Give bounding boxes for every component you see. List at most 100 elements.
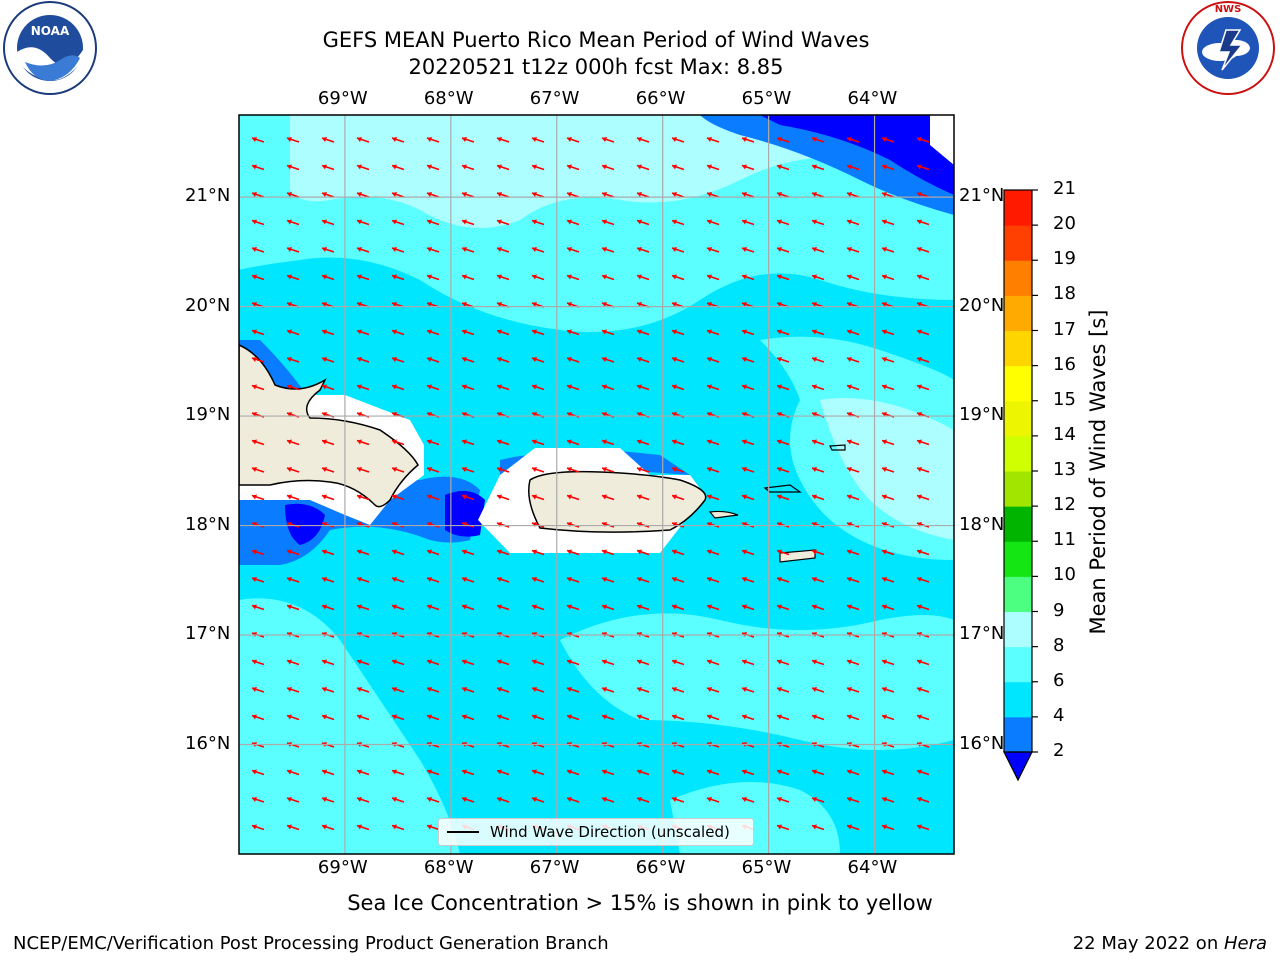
wave-direction-arrow	[846, 714, 860, 721]
wave-direction-arrow	[391, 467, 405, 473]
wave-direction-arrow	[776, 439, 790, 446]
wave-direction-arrow	[566, 659, 580, 666]
wave-direction-arrow	[881, 797, 895, 803]
wave-direction-arrow	[391, 577, 405, 583]
wave-direction-arrow	[881, 494, 895, 501]
wave-direction-arrow	[356, 549, 370, 556]
wave-direction-arrow	[671, 769, 685, 776]
wave-direction-arrow	[391, 164, 405, 171]
wave-direction-arrow	[706, 357, 720, 363]
wave-direction-arrow	[636, 384, 650, 391]
wave-direction-arrow	[531, 329, 545, 336]
wave-direction-arrow	[671, 247, 685, 253]
wave-direction-arrow	[566, 329, 580, 336]
wave-direction-arrow	[461, 219, 475, 226]
wave-direction-arrow	[391, 384, 405, 391]
wave-direction-arrow	[776, 164, 790, 171]
wave-direction-arrow	[846, 384, 860, 391]
colorbar-tick-label: 12	[1053, 494, 1076, 516]
wave-direction-arrow	[531, 494, 545, 501]
wave-direction-arrow	[426, 714, 440, 721]
wave-direction-arrow	[916, 494, 930, 501]
colorbar-segment	[1004, 330, 1032, 367]
wave-direction-arrow	[251, 577, 265, 583]
wave-direction-arrow	[741, 384, 755, 391]
colorbar	[1003, 189, 1038, 782]
map-frame	[238, 114, 955, 855]
wave-direction-arrow	[356, 687, 370, 693]
wave-direction-arrow	[356, 219, 370, 226]
wave-direction-arrow	[461, 577, 475, 583]
wave-direction-arrow	[426, 439, 440, 446]
st-croix-island	[779, 549, 816, 563]
wave-direction-arrow	[496, 797, 510, 803]
wave-direction-arrow	[601, 714, 615, 721]
wave-direction-arrow	[846, 192, 860, 198]
wave-direction-arrow	[811, 384, 825, 391]
wave-direction-arrow	[916, 137, 930, 143]
wave-direction-arrow	[251, 384, 265, 391]
wave-direction-arrow	[916, 824, 930, 831]
wave-direction-arrow	[321, 219, 335, 226]
colorbar-tick-label: 17	[1053, 318, 1076, 340]
wave-direction-arrow	[636, 577, 650, 583]
wave-direction-arrow	[426, 797, 440, 803]
wave-direction-arrow	[426, 247, 440, 253]
wave-direction-arrow	[916, 714, 930, 721]
wave-direction-arrow	[811, 137, 825, 143]
wave-direction-arrow	[776, 687, 790, 693]
wave-direction-arrow	[811, 687, 825, 693]
wave-direction-arrow	[461, 439, 475, 446]
lon-tick-label: 66°W	[635, 88, 686, 109]
wave-direction-arrow	[286, 219, 300, 226]
wave-direction-arrow	[881, 329, 895, 336]
wave-direction-arrow	[601, 164, 615, 171]
wave-direction-arrow	[461, 274, 475, 281]
lat-tick-label: 21°N	[959, 185, 1005, 207]
lat-tick-label: 19°N	[185, 404, 231, 426]
wave-direction-arrow	[916, 439, 930, 446]
wave-direction-arrow	[706, 797, 720, 803]
wave-direction-arrow	[601, 549, 615, 556]
lon-tick-label: 64°W	[847, 857, 898, 878]
wave-direction-arrow	[496, 192, 510, 198]
wave-direction-arrow	[916, 384, 930, 391]
wave-direction-arrow	[356, 274, 370, 281]
wave-direction-arrow	[776, 384, 790, 391]
wave-direction-arrow	[321, 824, 335, 831]
wave-direction-arrow	[881, 384, 895, 391]
wave-direction-arrow	[881, 274, 895, 281]
wave-direction-arrow	[321, 577, 335, 583]
wave-direction-arrow	[706, 659, 720, 666]
wave-direction-arrow	[916, 274, 930, 281]
puerto-rico-landmass	[528, 470, 707, 533]
wave-direction-arrow	[916, 357, 930, 363]
wave-direction-arrow	[706, 494, 720, 501]
wave-direction-arrow	[601, 357, 615, 363]
wave-direction-arrow	[426, 274, 440, 281]
wave-direction-arrow	[741, 577, 755, 583]
wave-direction-arrow	[741, 797, 755, 803]
noaa-logo: NOAA	[3, 1, 97, 95]
wave-direction-arrow	[286, 467, 300, 473]
wave-direction-arrow	[671, 467, 685, 473]
wave-direction-arrow	[531, 604, 545, 611]
wave-direction-arrow	[496, 219, 510, 226]
wave-direction-arrow	[566, 714, 580, 721]
wave-direction-arrow	[426, 824, 440, 831]
wave-direction-arrow	[496, 329, 510, 336]
wave-direction-arrow	[706, 714, 720, 721]
wave-direction-arrow	[846, 274, 860, 281]
wave-direction-arrow	[566, 274, 580, 281]
map-legend: Wind Wave Direction (unscaled)	[438, 818, 754, 846]
wave-direction-arrow	[671, 577, 685, 583]
wave-direction-arrow	[776, 329, 790, 336]
wave-direction-arrow	[706, 329, 720, 336]
wave-direction-arrow	[356, 357, 370, 363]
wave-direction-arrow	[426, 604, 440, 611]
lat-tick-label: 17°N	[185, 623, 231, 645]
wave-direction-arrow	[251, 357, 265, 363]
wave-direction-arrow	[426, 357, 440, 363]
wave-direction-arrow	[321, 164, 335, 171]
wave-direction-arrow	[776, 714, 790, 721]
